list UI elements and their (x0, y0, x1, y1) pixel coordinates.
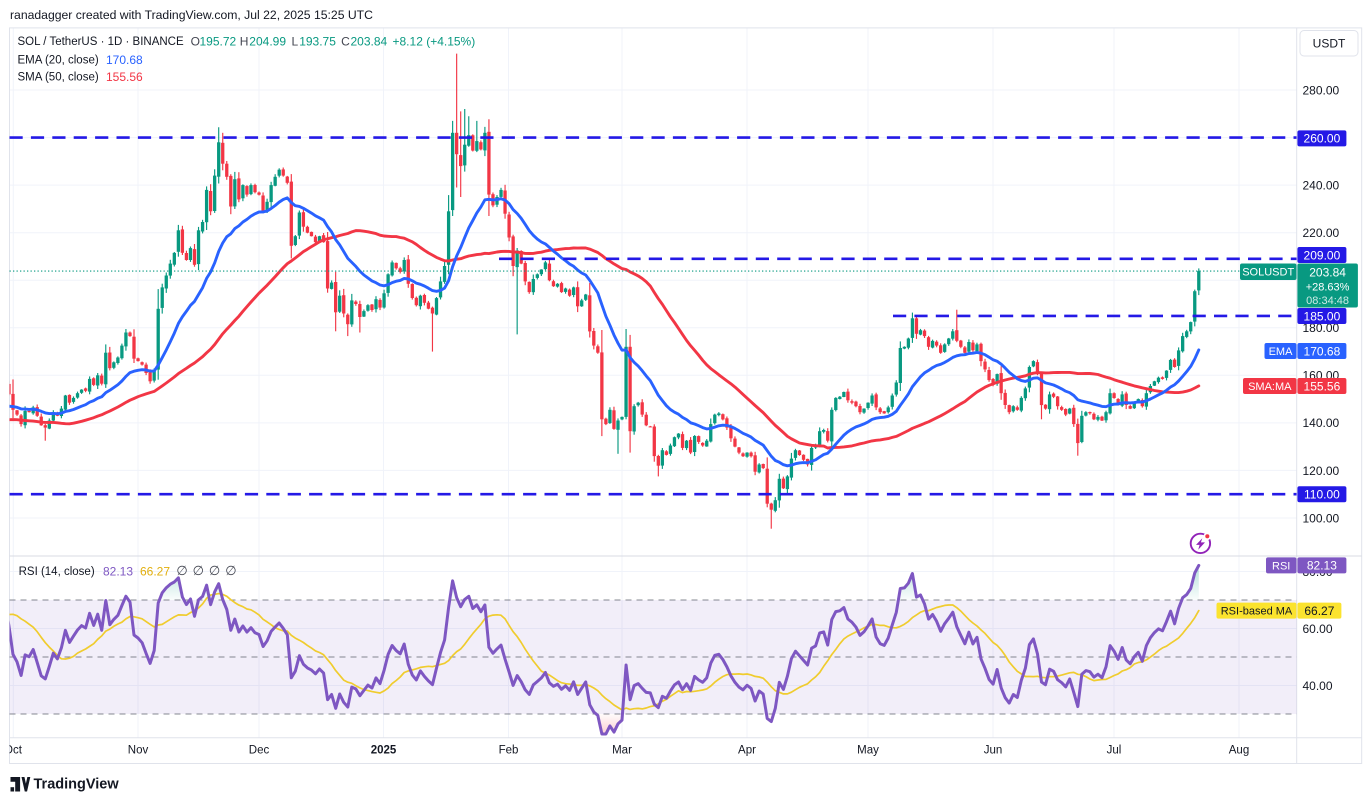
svg-text:EMA (20, close): EMA (20, close) (18, 55, 99, 67)
svg-text:ranadagger created with Tradin: ranadagger created with TradingView.com,… (10, 8, 373, 22)
svg-text:SMA (50, close): SMA (50, close) (18, 72, 99, 84)
svg-text:SMA:MA: SMA:MA (1248, 381, 1292, 393)
svg-text:Oct: Oct (4, 745, 23, 757)
svg-text:170.68: 170.68 (106, 53, 143, 67)
svg-text:Nov: Nov (128, 745, 149, 757)
svg-text:204.99: 204.99 (249, 34, 286, 48)
svg-text:40.00: 40.00 (1303, 679, 1333, 693)
svg-text:∅: ∅ (193, 563, 204, 578)
svg-text:220.00: 220.00 (1303, 226, 1340, 240)
svg-text:RSI (14, close): RSI (14, close) (19, 566, 95, 578)
svg-text:∅: ∅ (176, 563, 187, 578)
svg-text:66.27: 66.27 (1304, 604, 1334, 618)
svg-text:Mar: Mar (612, 745, 632, 757)
svg-text:RSI-based MA: RSI-based MA (1221, 606, 1293, 618)
svg-text:203.84: 203.84 (351, 34, 388, 48)
svg-text:Jul: Jul (1107, 745, 1122, 757)
svg-text:120.00: 120.00 (1303, 464, 1340, 478)
svg-text:193.75: 193.75 (299, 34, 336, 48)
svg-text:SOLUSDT: SOLUSDT (1242, 267, 1294, 279)
svg-text:∅: ∅ (209, 563, 220, 578)
svg-text:185.00: 185.00 (1304, 309, 1341, 323)
svg-text:66.27: 66.27 (140, 564, 170, 578)
svg-text:Feb: Feb (499, 745, 519, 757)
svg-text:USDT: USDT (1313, 37, 1346, 51)
svg-text:∅: ∅ (225, 563, 236, 578)
svg-text:155.56: 155.56 (1304, 379, 1341, 393)
svg-text:May: May (857, 745, 879, 757)
svg-text:82.13: 82.13 (1307, 559, 1337, 573)
svg-text:82.13: 82.13 (103, 564, 133, 578)
svg-text:O: O (191, 34, 200, 48)
svg-text:209.00: 209.00 (1304, 248, 1341, 262)
svg-text:140.00: 140.00 (1303, 416, 1340, 430)
svg-text:SOL / TetherUS · 1D · BINANCE: SOL / TetherUS · 1D · BINANCE (18, 36, 184, 48)
svg-text:110.00: 110.00 (1304, 488, 1340, 502)
svg-text:Aug: Aug (1229, 745, 1249, 757)
svg-text:Jun: Jun (984, 745, 1003, 757)
svg-text:180.00: 180.00 (1303, 321, 1340, 335)
svg-text:240.00: 240.00 (1303, 178, 1340, 192)
svg-text:C: C (341, 34, 350, 48)
svg-text:EMA: EMA (1269, 346, 1294, 358)
svg-text:260.00: 260.00 (1304, 132, 1341, 146)
svg-text:+8.12 (+4.15%): +8.12 (+4.15%) (393, 34, 476, 48)
svg-text:08:34:48: 08:34:48 (1306, 295, 1349, 307)
svg-text:Dec: Dec (249, 745, 270, 757)
svg-text:170.68: 170.68 (1304, 344, 1341, 358)
svg-text:60.00: 60.00 (1303, 622, 1333, 636)
svg-text:L: L (292, 34, 299, 48)
svg-text:H: H (240, 34, 249, 48)
svg-text:280.00: 280.00 (1303, 83, 1340, 97)
svg-text:RSI: RSI (1272, 560, 1290, 572)
svg-text:203.84: 203.84 (1309, 265, 1346, 279)
svg-text:195.72: 195.72 (200, 34, 237, 48)
svg-text:100.00: 100.00 (1303, 511, 1340, 525)
svg-text:Apr: Apr (738, 745, 756, 757)
svg-text:+28.63%: +28.63% (1306, 282, 1350, 294)
svg-text:155.56: 155.56 (106, 70, 143, 84)
svg-text:TradingView: TradingView (34, 777, 120, 793)
svg-text:2025: 2025 (371, 745, 397, 757)
